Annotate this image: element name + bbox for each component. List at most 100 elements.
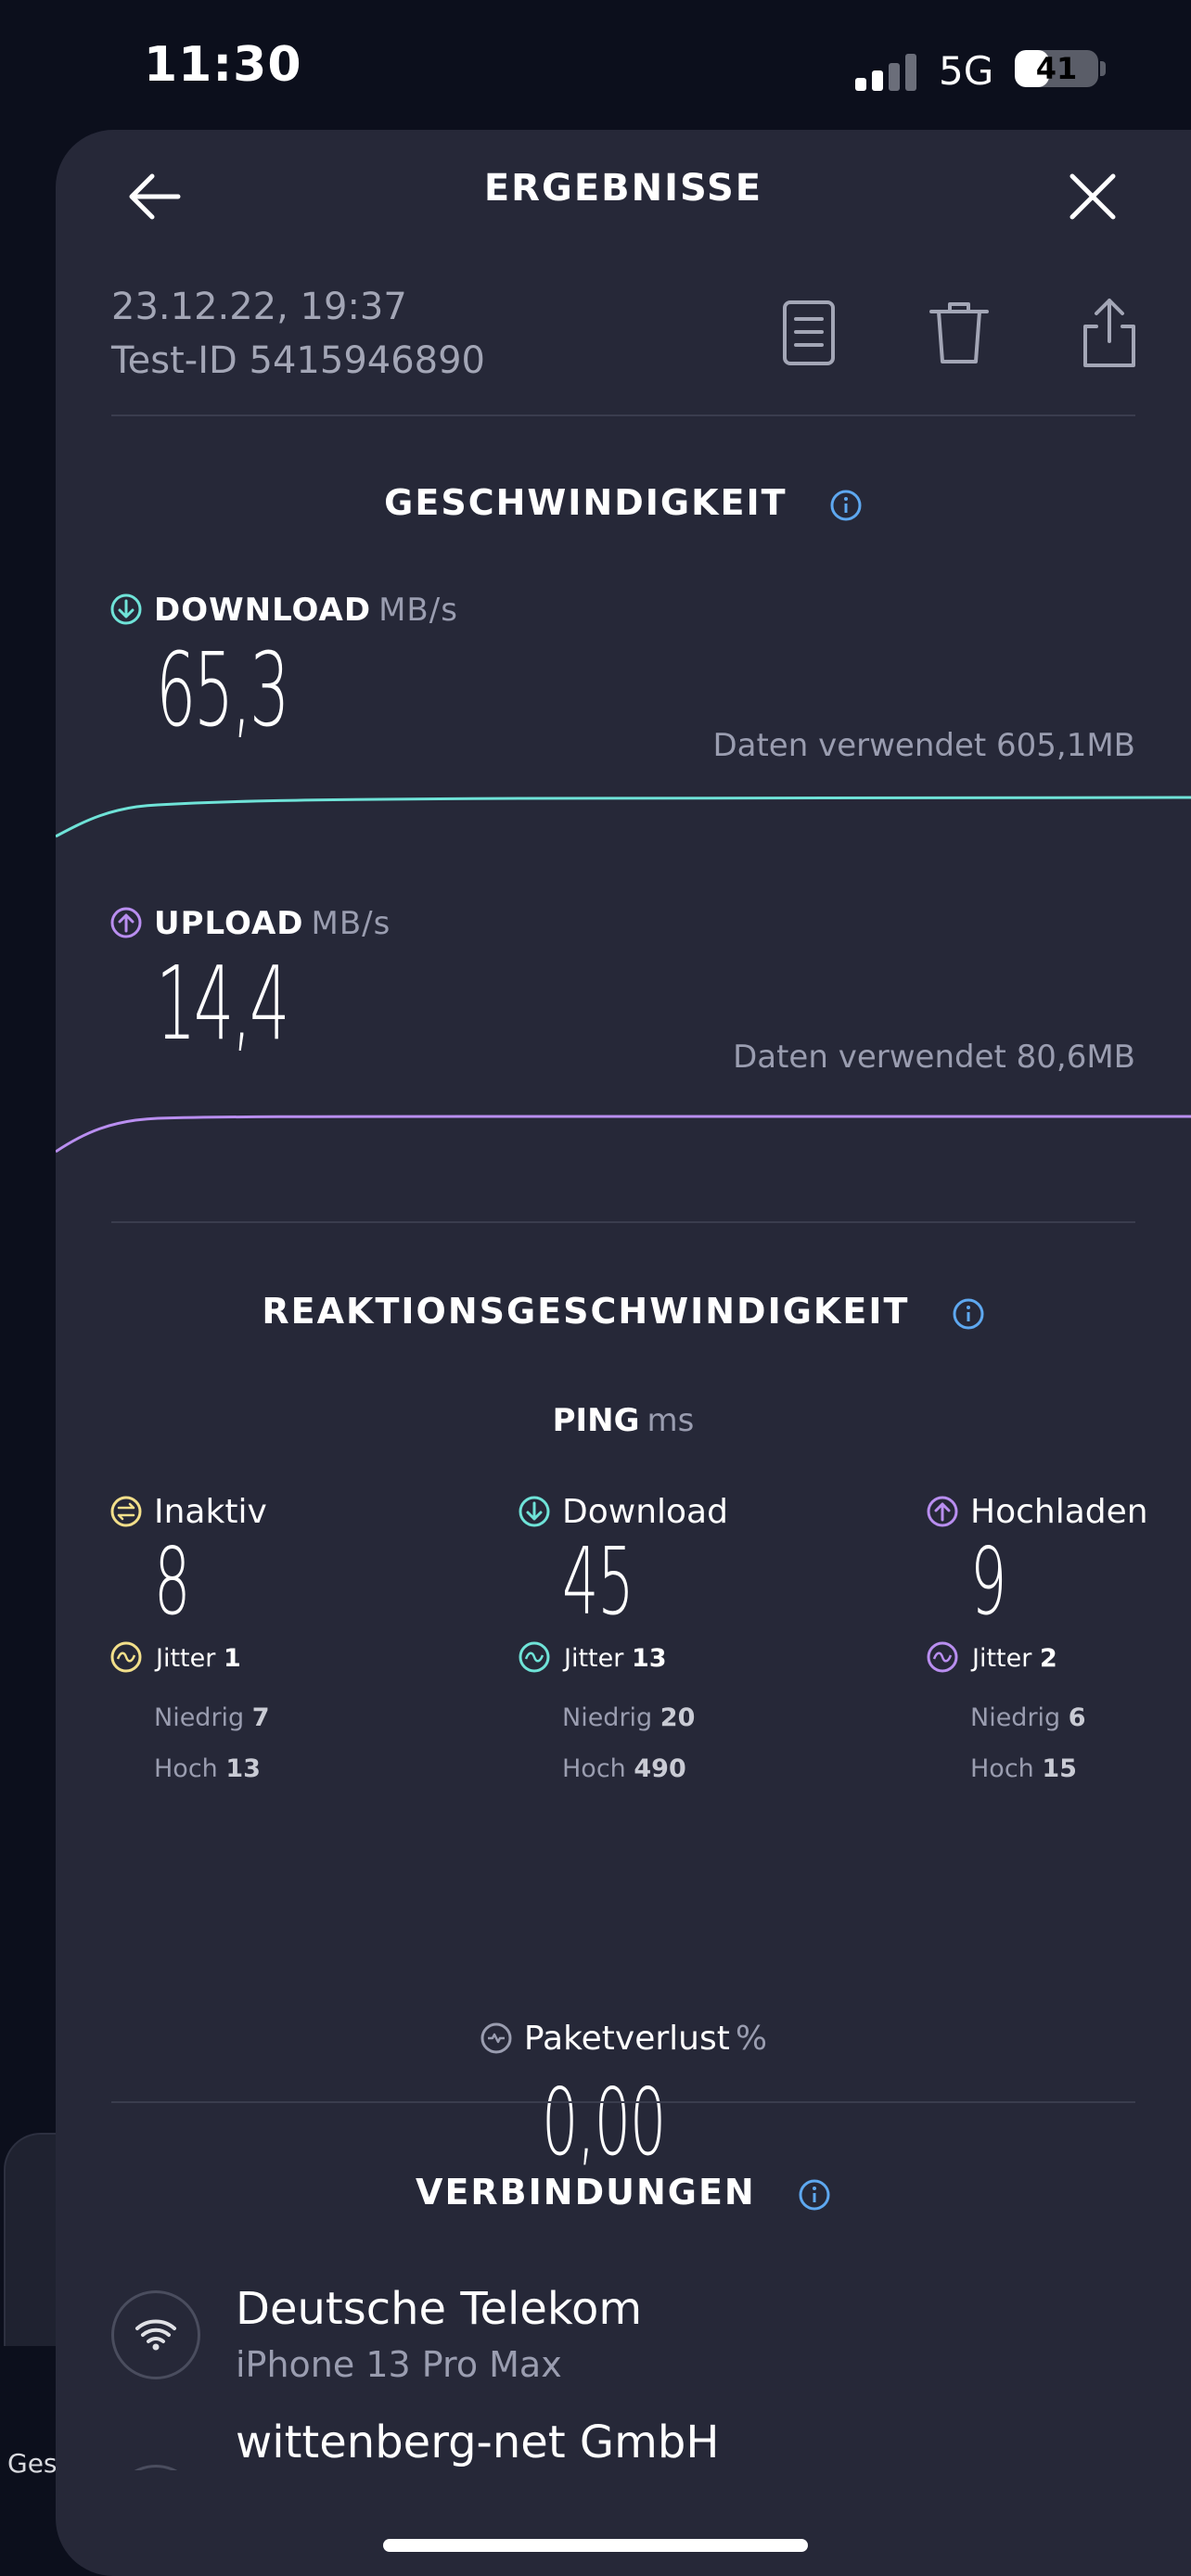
globe-icon [111,2465,200,2470]
globe-glyph [114,2468,198,2470]
packet-loss-unit: % [735,2020,768,2058]
upload-unit: MB/s [311,905,391,942]
ping-download-high: Hoch 490 [562,1754,796,1783]
document-icon[interactable] [775,297,842,371]
section-responsiveness-title: REAKTIONSGESCHWINDIGKEIT [56,1291,1191,1332]
network-type: 5G [939,48,994,94]
signal-icon [855,54,920,91]
high-value: 15 [1042,1754,1077,1783]
divider [111,2101,1135,2103]
jitter-icon [927,1641,958,1673]
high-label: Hoch [154,1754,218,1783]
close-icon[interactable] [1059,163,1126,230]
battery-icon: 41 [1015,50,1098,87]
trash-icon[interactable] [926,297,992,371]
jitter-value: 13 [631,1644,667,1673]
upload-arrow-icon [110,907,142,938]
battery-level: 41 [1035,51,1078,86]
battery-fill [1015,50,1049,87]
ping-upload-header: Hochladen [926,1493,1191,1531]
jitter-label: Jitter [564,1644,624,1673]
arrow-left-icon[interactable] [121,163,187,230]
share-icon[interactable] [1076,297,1143,371]
ping-idle-low: Niedrig 7 [154,1703,388,1732]
section-responsiveness-label: REAKTIONSGESCHWINDIGKEIT [262,1291,910,1332]
ping-download-jitter: Jitter 13 [518,1640,796,1674]
download-unit: MB/s [378,592,458,629]
packet-loss-value: 0,00 [542,2068,666,2176]
ping-upload-low: Niedrig 6 [970,1703,1191,1732]
upload-arrow-icon [927,1496,958,1527]
ping-idle-value: 8 [154,1527,190,1636]
info-icon[interactable] [829,489,863,522]
download-value: 65,3 [156,631,289,749]
idle-icon [110,1496,142,1527]
jitter-label: Jitter [156,1644,216,1673]
section-connections-title: VERBINDUNGEN [56,2172,1191,2213]
jitter-label: Jitter [972,1644,1032,1673]
ping-unit: ms [647,1402,695,1439]
packet-loss-icon [480,2022,512,2054]
home-indicator[interactable] [383,2539,808,2552]
packet-loss-label-text: Paketverlust [523,2020,730,2058]
ping-upload-high: Hoch 15 [970,1754,1191,1783]
ping-label-text: PING [552,1402,640,1439]
connection-device: iPhone 13 Pro Max [236,2344,562,2385]
ping-upload-value: 9 [970,1527,1006,1636]
jitter-icon [519,1641,550,1673]
high-value: 490 [634,1754,686,1783]
section-connections-label: VERBINDUNGEN [416,2172,756,2213]
background-peek-text: Ges [7,2448,58,2479]
high-label: Hoch [562,1754,626,1783]
low-label: Niedrig [970,1703,1061,1732]
ping-idle-header: Inaktiv [109,1493,388,1531]
upload-label-text: UPLOAD [154,905,304,942]
results-sheet: ERGEBNISSE 23.12.22, 19:37 Test-ID 54159… [56,130,1191,2576]
ping-download-value: 45 [562,1527,634,1636]
status-bar: 11:30 5G 41 [0,0,1191,130]
ping-idle-jitter: Jitter 1 [109,1640,388,1674]
high-label: Hoch [970,1754,1034,1783]
download-arrow-icon [519,1496,550,1527]
ping-idle-high: Hoch 13 [154,1754,388,1783]
upload-data-used: Daten verwendet 80,6MB [733,1039,1135,1076]
low-value: 7 [251,1703,270,1732]
ping-upload-jitter: Jitter 2 [926,1640,1191,1674]
low-label: Niedrig [154,1703,245,1732]
test-id: Test-ID 5415946890 [111,339,486,382]
section-speed-title: GESCHWINDIGKEIT [56,482,1191,523]
ping-upload-label: Hochladen [970,1493,1148,1531]
upload-graph [56,1115,1191,1154]
packet-loss-label: Paketverlust% [56,2020,1191,2058]
low-label: Niedrig [562,1703,653,1732]
test-date: 23.12.22, 19:37 [111,286,407,328]
battery-tip [1100,61,1106,76]
info-icon[interactable] [798,2178,831,2212]
divider [111,414,1135,416]
ping-download-column: Download 45 Jitter 13 Niedrig 20 Hoch 49… [518,1493,796,1783]
download-label-text: DOWNLOAD [154,592,372,629]
status-time: 11:30 [144,37,302,93]
connection-isp: wittenberg-net GmbH [236,2420,720,2468]
ping-download-header: Download [518,1493,796,1531]
download-label: DOWNLOAD MB/s [109,592,458,629]
info-icon[interactable] [952,1297,985,1331]
low-value: 20 [660,1703,696,1732]
jitter-icon [110,1641,142,1673]
ping-label: PING ms [56,1402,1191,1439]
wifi-icon [111,2290,200,2379]
divider [111,1221,1135,1223]
connection-provider: Deutsche Telekom [236,2283,643,2335]
download-data-used: Daten verwendet 605,1MB [712,727,1135,764]
ping-idle-label: Inaktiv [154,1493,267,1531]
low-value: 6 [1068,1703,1086,1732]
ping-download-label: Download [562,1493,728,1531]
connection-clip: wittenberg-net GmbH [56,2420,1191,2470]
high-value: 13 [225,1754,261,1783]
ping-idle-column: Inaktiv 8 Jitter 1 Niedrig 7 Hoch 13 [109,1493,388,1783]
page-title: ERGEBNISSE [483,167,763,210]
ping-download-low: Niedrig 20 [562,1703,796,1732]
section-speed-label: GESCHWINDIGKEIT [384,482,788,523]
jitter-value: 1 [223,1644,241,1673]
upload-value: 14,4 [156,944,289,1063]
